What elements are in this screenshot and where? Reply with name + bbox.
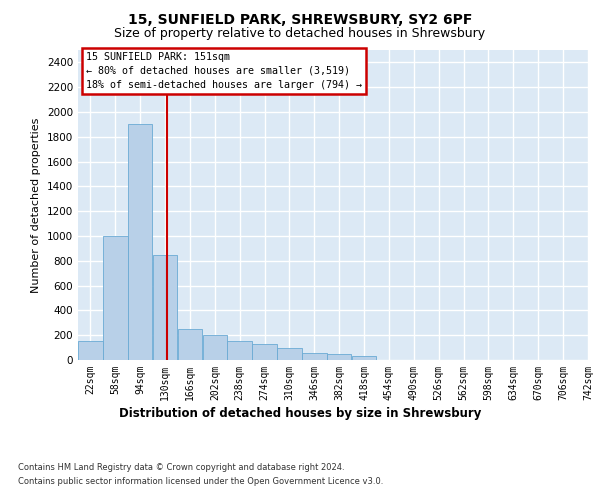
- Text: Size of property relative to detached houses in Shrewsbury: Size of property relative to detached ho…: [115, 28, 485, 40]
- Text: Contains HM Land Registry data © Crown copyright and database right 2024.: Contains HM Land Registry data © Crown c…: [18, 462, 344, 471]
- Bar: [128, 124, 152, 360]
- Text: Contains public sector information licensed under the Open Government Licence v3: Contains public sector information licen…: [18, 478, 383, 486]
- Bar: [103, 236, 128, 360]
- Bar: [153, 254, 178, 360]
- Y-axis label: Number of detached properties: Number of detached properties: [31, 118, 41, 292]
- Text: 15 SUNFIELD PARK: 151sqm
← 80% of detached houses are smaller (3,519)
18% of sem: 15 SUNFIELD PARK: 151sqm ← 80% of detach…: [86, 52, 362, 90]
- Bar: [78, 342, 103, 360]
- Bar: [227, 342, 252, 360]
- Bar: [178, 329, 202, 360]
- Bar: [302, 352, 326, 360]
- Text: 15, SUNFIELD PARK, SHREWSBURY, SY2 6PF: 15, SUNFIELD PARK, SHREWSBURY, SY2 6PF: [128, 12, 472, 26]
- Text: Distribution of detached houses by size in Shrewsbury: Distribution of detached houses by size …: [119, 408, 481, 420]
- Bar: [277, 348, 302, 360]
- Bar: [203, 335, 227, 360]
- Bar: [327, 354, 352, 360]
- Bar: [253, 344, 277, 360]
- Bar: [352, 356, 376, 360]
